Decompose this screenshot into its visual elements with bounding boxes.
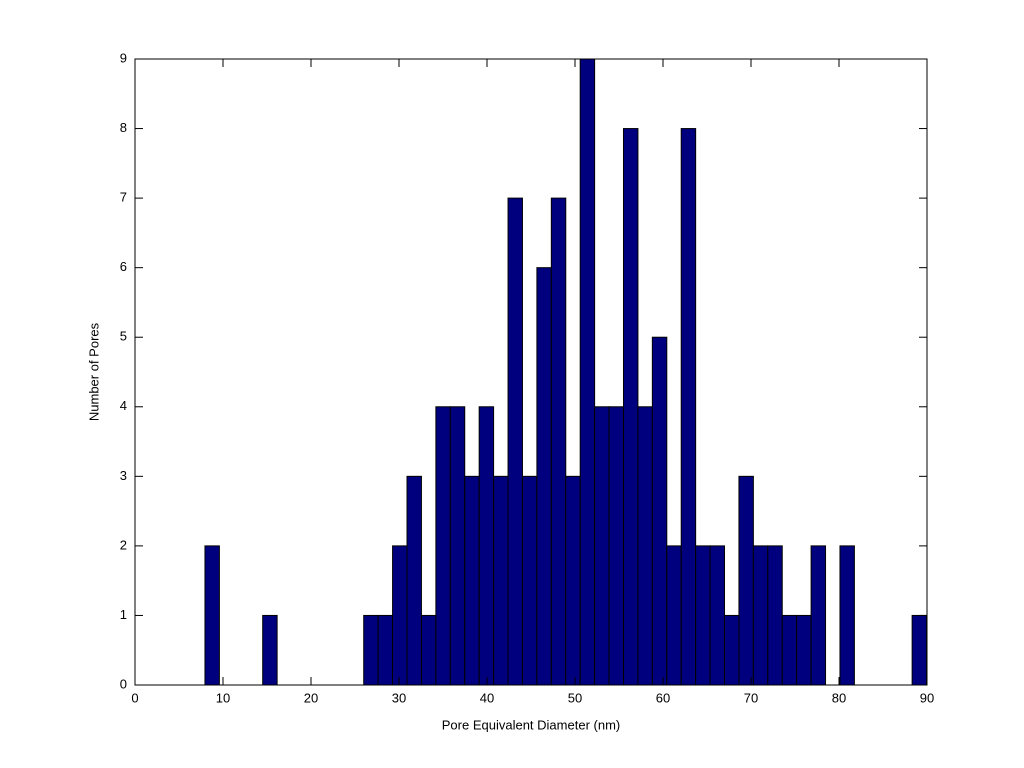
y-tick-label: 9 [120, 50, 127, 65]
bar [695, 545, 711, 686]
x-tick-label: 90 [920, 690, 934, 705]
bar [738, 475, 754, 686]
x-tick-label: 50 [568, 690, 582, 705]
bar [781, 614, 798, 686]
x-tick-label: 20 [304, 690, 318, 705]
x-tick-label: 10 [216, 690, 230, 705]
bar [377, 614, 394, 686]
y-tick-label: 8 [120, 120, 127, 135]
bar [839, 545, 855, 686]
bar [464, 475, 480, 686]
bar [709, 545, 726, 686]
y-tick-label: 2 [120, 537, 127, 552]
bar [204, 545, 220, 686]
x-tick-label: 0 [131, 690, 138, 705]
bar [810, 545, 827, 686]
bar [724, 614, 740, 686]
bar [521, 475, 538, 686]
x-tick-label: 80 [832, 690, 846, 705]
y-tick-label: 7 [120, 190, 127, 205]
bar [651, 336, 668, 686]
bar [752, 545, 769, 686]
bar [420, 614, 437, 686]
bar [536, 267, 552, 686]
bar [262, 614, 278, 686]
bar [449, 406, 466, 686]
bar [507, 197, 523, 686]
bar [493, 475, 509, 686]
bar [680, 128, 697, 686]
y-tick-label: 0 [120, 676, 127, 691]
y-tick-label: 1 [120, 607, 127, 622]
x-tick-label: 70 [744, 690, 758, 705]
bar [550, 197, 567, 686]
bar [594, 406, 610, 686]
x-axis-label: Pore Equivalent Diameter (nm) [442, 717, 620, 732]
x-tick-label: 60 [656, 690, 670, 705]
y-tick-label: 4 [120, 398, 127, 413]
bar [435, 406, 451, 686]
bar [622, 128, 639, 686]
plot-frame [134, 58, 928, 686]
y-tick-label: 3 [120, 468, 127, 483]
bar [363, 614, 379, 686]
x-tick-label: 40 [480, 690, 494, 705]
bar [478, 406, 495, 686]
bar [767, 545, 783, 686]
bar [392, 545, 408, 686]
bar [608, 406, 624, 686]
y-axis-label: Number of Pores [86, 322, 101, 421]
bar [796, 614, 812, 686]
y-tick-label: 5 [120, 329, 127, 344]
y-tick-label: 6 [120, 259, 127, 274]
bar [579, 58, 596, 686]
bar [406, 475, 422, 686]
bar [911, 614, 928, 686]
bar [666, 545, 682, 686]
bar [565, 475, 581, 686]
bar [637, 406, 653, 686]
x-tick-label: 30 [392, 690, 406, 705]
